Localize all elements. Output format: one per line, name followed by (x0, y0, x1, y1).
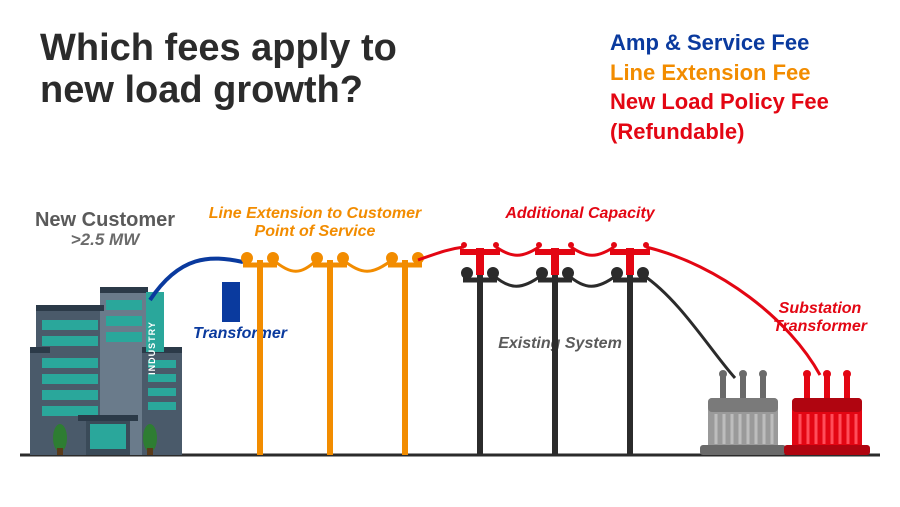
diagram-svg: INDUSTRY (0, 0, 900, 507)
red-substation-icon (784, 370, 870, 455)
existing-wires (493, 275, 735, 378)
svg-text:INDUSTRY: INDUSTRY (147, 321, 157, 375)
existing-poles (463, 270, 647, 455)
building-icon: INDUSTRY (30, 287, 182, 455)
transformer-icon (222, 282, 240, 322)
orange-poles (243, 255, 422, 455)
gray-substation-icon (700, 370, 786, 455)
